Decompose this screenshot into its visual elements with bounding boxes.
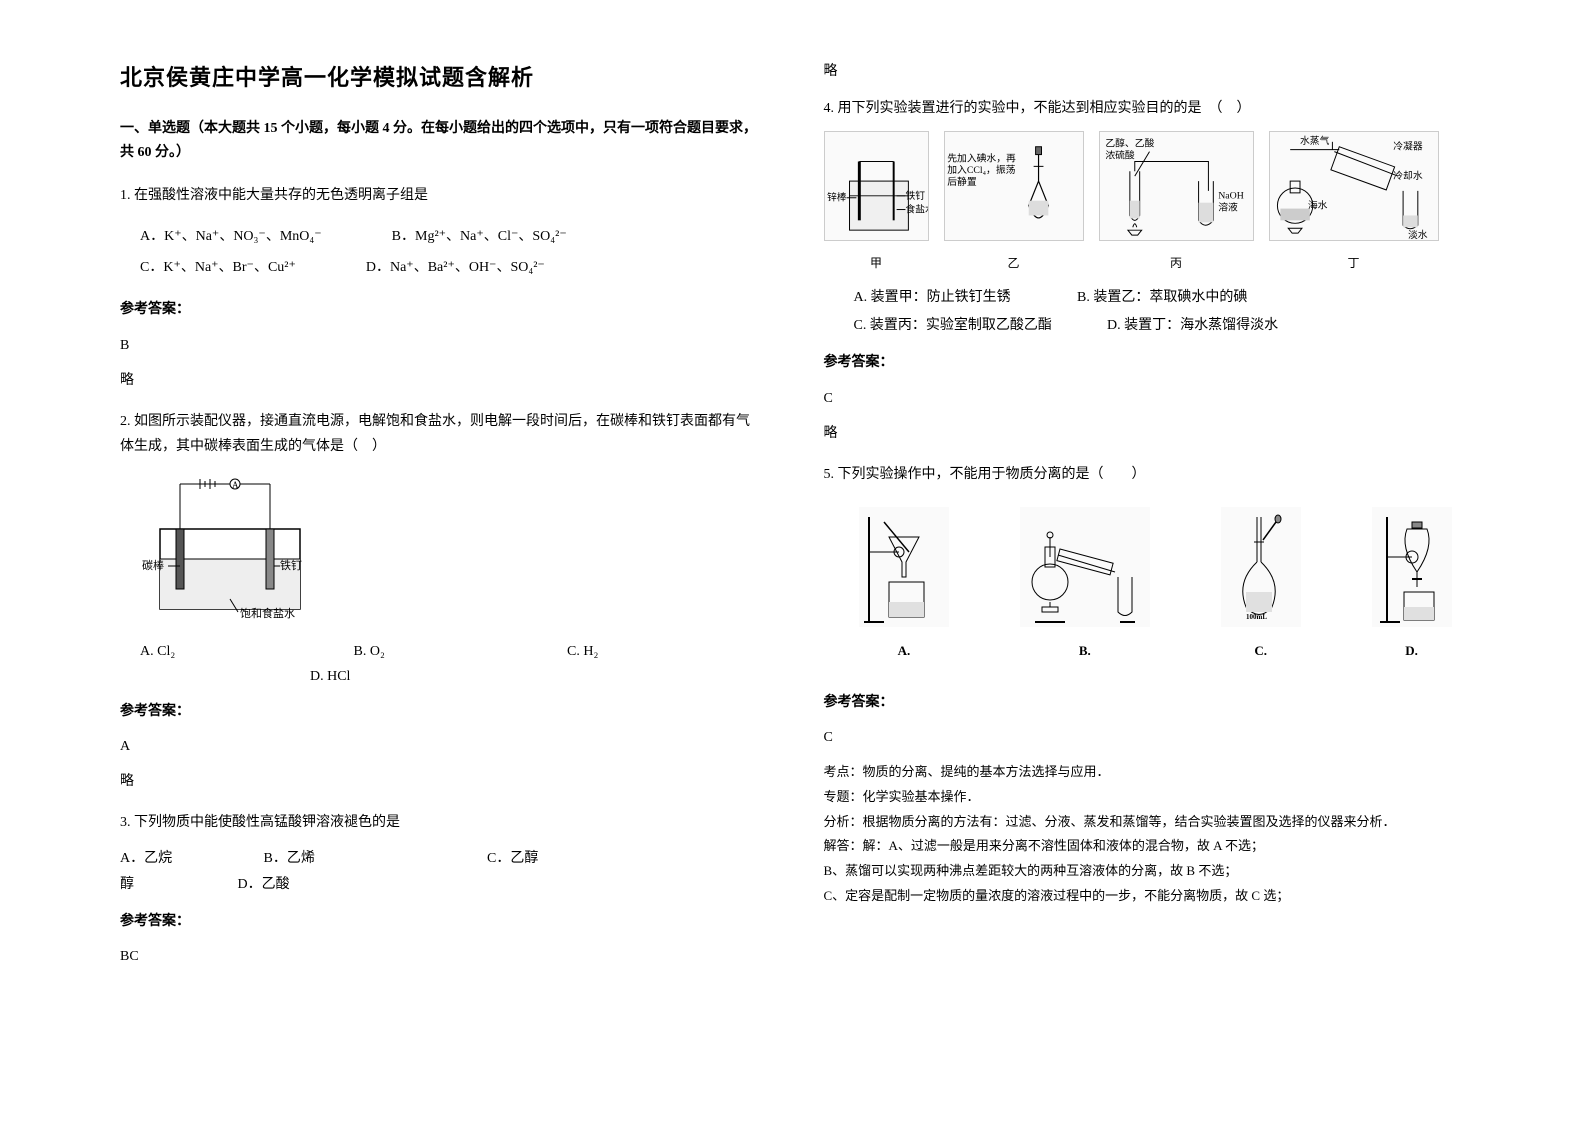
svg-text:浓硫酸: 浓硫酸 [1105,149,1135,162]
q1-options: A．K⁺、Na⁺、NO₃⁻、MnO₄⁻ B．Mg²⁺、Na⁺、Cl⁻、SO₄²⁻… [140,222,764,284]
q4-apparatus-c: 乙醇、乙酸 浓硫酸 NaOH 溶液 丙 [1099,131,1254,274]
q5-sep-c: 100mL C. [1221,507,1301,662]
svg-text:食盐水: 食盐水 [905,203,929,216]
q3-option-c: C．乙醇 [487,846,627,873]
q4-app-d-label: 丁 [1269,253,1439,275]
q4-app-a-label: 甲 [824,253,929,275]
q2-note: 略 [120,769,764,794]
svg-text:铁钉: 铁钉 [905,189,925,202]
q1-answer: B [120,333,764,358]
question-3: 3. 下列物质中能使酸性高锰酸钾溶液褪色的是 A．乙烷 B．乙烯 C．乙醇 醇 … [120,810,764,969]
q5-diagram-row: A. [824,497,1488,672]
q4-option-b: B. 装置乙：萃取碘水中的碘 [1077,290,1247,305]
q5-sep-b: B. [1020,507,1150,662]
svg-text:100mL: 100mL [1246,613,1267,621]
q2-label-solution: 饱和食盐水 [240,606,295,619]
question-2: 2. 如图所示装配仪器，接通直流电源，电解饱和食盐水，则电解一段时间后，在碳棒和… [120,409,764,795]
q1-note: 略 [120,368,764,393]
question-4: 4. 用下列实验装置进行的实验中，不能达到相应实验目的的是 （ ） 锌棒 铁钉 … [824,96,1488,446]
q1-option-c: C．K⁺、Na⁺、Br⁻、Cu²⁺ [140,253,296,284]
svg-text:冷凝器: 冷凝器 [1393,140,1423,153]
section-1-header: 一、单选题（本大题共 15 个小题，每小题 4 分。在每小题给出的四个选项中，只… [120,117,764,165]
q1-option-a: A．K⁺、Na⁺、NO₃⁻、MnO₄⁻ [140,222,322,253]
q5-kaodian: 考点：物质的分离、提纯的基本方法选择与应用． [824,760,1488,785]
q5-sep-d: D. [1372,507,1452,662]
question-1: 1. 在强酸性溶液中能大量共存的无色透明离子组是 A．K⁺、Na⁺、NO₃⁻、M… [120,183,764,393]
q2-label-carbon: 碳棒 [142,558,164,572]
q3-option-a: A．乙烷 [120,846,260,873]
svg-text:冷却水: 冷却水 [1393,169,1423,182]
svg-text:锌棒: 锌棒 [826,191,846,204]
q4-option-d: D. 装置丁：海水蒸馏得淡水 [1107,318,1278,333]
q5-sep-c-label: C. [1221,639,1301,662]
svg-text:乙醇、乙酸: 乙醇、乙酸 [1105,137,1154,150]
q4-apparatus-d: 水蒸气 海水 冷凝器 冷却水 淡水 [1269,131,1439,274]
q5-answer: C [824,725,1488,750]
q5-analysis: 考点：物质的分离、提纯的基本方法选择与应用． 专题：化学实验基本操作． 分析：根… [824,760,1488,908]
q2-option-a: A. Cl₂ [140,639,350,664]
q3-option-b: B．乙烯 [264,846,484,873]
svg-text:后静置: 后静置 [947,175,977,188]
svg-text:NaOH: NaOH [1218,191,1244,202]
svg-text:水蒸气: 水蒸气 [1300,134,1330,147]
svg-text:溶液: 溶液 [1218,201,1238,214]
q5-jieda-c: C、定容是配制一定物质的量浓度的溶液过程中的一步，不能分离物质，故 C 选； [824,884,1488,909]
svg-text:加入CCl₄，振荡: 加入CCl₄，振荡 [947,163,1015,176]
q2-option-d: D. HCl [310,669,350,684]
q5-zhuanti: 专题：化学实验基本操作． [824,785,1488,810]
q1-answer-label: 参考答案： [120,297,764,322]
q3-option-d: D．乙酸 [238,872,378,899]
q4-note: 略 [824,421,1488,446]
q1-text: 1. 在强酸性溶液中能大量共存的无色透明离子组是 [120,183,764,208]
col2-top-note: 略 [824,60,1488,80]
q4-answer: C [824,386,1488,411]
page-title: 北京侯黄庄中学高一化学模拟试题含解析 [120,60,764,92]
q5-sep-a: A. [859,507,949,662]
q2-option-b: B. O₂ [354,639,564,664]
q5-sep-a-label: A. [859,639,949,662]
q4-apparatus-row: 锌棒 铁钉 食盐水 甲 先加入碘水，再 加入CCl₄，振荡 [824,131,1488,274]
q4-app-c-label: 丙 [1099,253,1254,275]
q4-option-c: C. 装置丙：实验室制取乙酸乙酯 [854,312,1104,340]
q2-label-iron: 铁钉 [280,559,302,572]
q3-answer: BC [120,944,764,969]
q5-answer-label: 参考答案： [824,690,1488,715]
svg-text:海水: 海水 [1307,199,1327,212]
right-column: 略 4. 用下列实验装置进行的实验中，不能达到相应实验目的的是 （ ） 锌棒 铁… [804,60,1508,1082]
q5-sep-b-label: B. [1020,639,1150,662]
q4-apparatus-b: 先加入碘水，再 加入CCl₄，振荡 后静置 乙 [944,131,1084,274]
svg-text:先加入碘水，再: 先加入碘水，再 [947,152,1016,165]
q4-answer-label: 参考答案： [824,350,1488,375]
q4-app-b-label: 乙 [944,253,1084,275]
q2-answer-label: 参考答案： [120,699,764,724]
q2-answer: A [120,734,764,759]
q4-option-a: A. 装置甲：防止铁钉生锈 [854,284,1074,312]
left-column: 北京侯黄庄中学高一化学模拟试题含解析 一、单选题（本大题共 15 个小题，每小题… [100,60,804,1082]
q3-answer-label: 参考答案： [120,909,764,934]
q2-diagram: A 碳棒 铁钉 饱和食盐水 [120,469,764,628]
question-5: 5. 下列实验操作中，不能用于物质分离的是（ ） A. [824,462,1488,908]
q2-text: 2. 如图所示装配仪器，接通直流电源，电解饱和食盐水，则电解一段时间后，在碳棒和… [120,409,764,459]
q2-label-a: A [232,480,239,490]
q1-option-b: B．Mg²⁺、Na⁺、Cl⁻、SO₄²⁻ [392,222,567,253]
q4-apparatus-a: 锌棒 铁钉 食盐水 甲 [824,131,929,274]
q5-sep-d-label: D. [1372,639,1452,662]
svg-text:淡水: 淡水 [1408,229,1428,241]
q5-fenxi: 分析：根据物质分离的方法有：过滤、分液、蒸发和蒸馏等，结合实验装置图及选择的仪器… [824,810,1488,835]
q5-text: 5. 下列实验操作中，不能用于物质分离的是（ ） [824,462,1488,487]
q4-text: 4. 用下列实验装置进行的实验中，不能达到相应实验目的的是 （ ） [824,96,1488,121]
q2-option-c: C. H₂ [567,639,707,664]
q5-jieda-a: 解答：解：A、过滤一般是用来分离不溶性固体和液体的混合物，故 A 不选； [824,834,1488,859]
q5-jieda-b: B、蒸馏可以实现两种沸点差距较大的两种互溶液体的分离，故 B 不选； [824,859,1488,884]
q3-text: 3. 下列物质中能使酸性高锰酸钾溶液褪色的是 [120,810,764,835]
q1-option-d: D．Na⁺、Ba²⁺、OH⁻、SO₄²⁻ [366,253,545,284]
